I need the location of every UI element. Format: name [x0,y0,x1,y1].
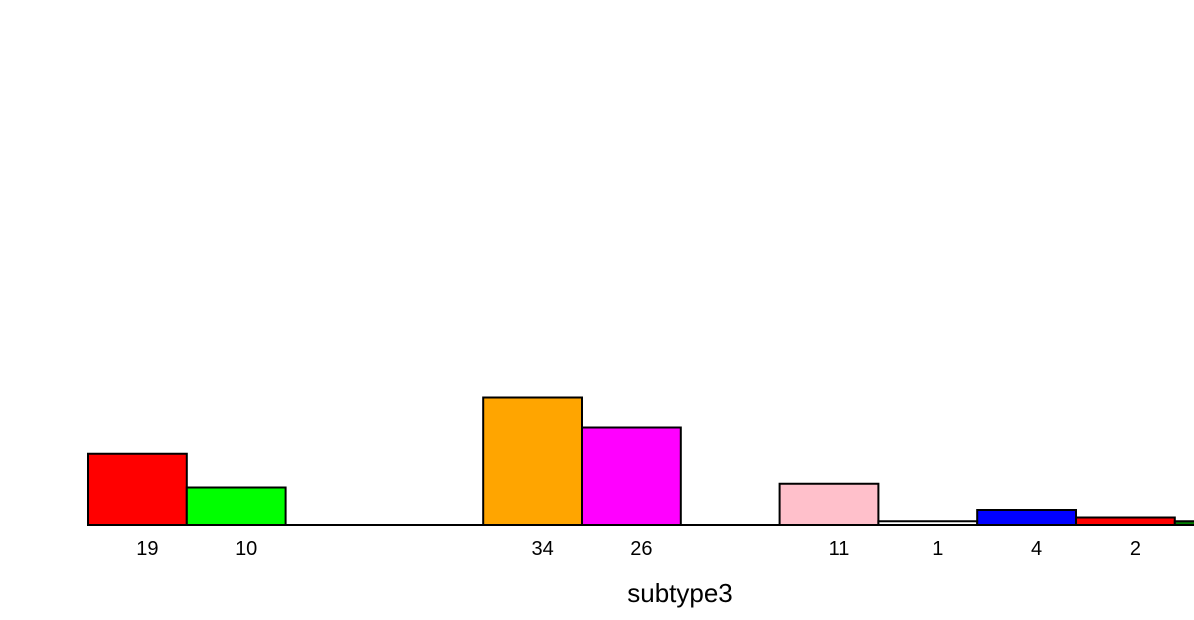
bar-9 [976,509,1078,526]
tick-label-10: 2 [1130,538,1141,560]
bar-10 [1075,516,1176,526]
bars-layer [87,396,1194,526]
tick-label-0: 19 [136,538,158,560]
tick-label-9: 4 [1031,538,1042,560]
tick-labels-layer: 19103426111421 [136,538,1141,560]
bar-11 [1173,520,1194,526]
tick-label-4: 34 [531,538,553,560]
tick-label-8: 1 [932,538,943,560]
bar-7 [778,482,880,526]
tick-label-7: 11 [829,538,850,560]
tick-label-1: 10 [235,538,257,560]
bar-1 [185,486,287,526]
bar-4 [482,396,584,526]
bar-5 [581,426,682,526]
bar-0 [87,452,188,526]
x-axis-title: subtype3 [627,578,733,608]
tick-label-5: 26 [630,538,652,560]
